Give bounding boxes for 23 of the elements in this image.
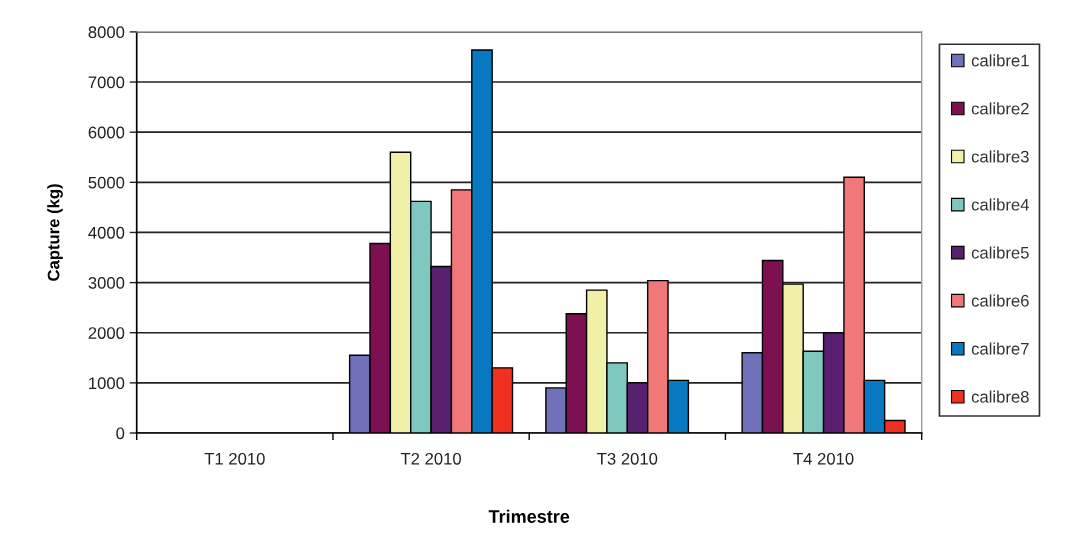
legend-label: calibre3: [971, 150, 1029, 163]
legend-label: calibre5: [971, 246, 1029, 259]
y-tick-label: 3000: [88, 277, 125, 289]
legend-label: calibre7: [971, 342, 1029, 355]
x-tick-label: T4 2010: [793, 452, 854, 465]
y-tick-label: 1000: [89, 377, 125, 390]
x-tick-label: T1 2010: [204, 452, 265, 465]
y-tick-label: 8000: [88, 26, 125, 39]
y-tick-label: 7000: [88, 76, 125, 89]
legend-label: calibre6: [971, 294, 1029, 307]
y-tick-label: 0: [116, 427, 125, 440]
x-tick-label: T2 2010: [400, 452, 461, 465]
y-tick-label: 2000: [88, 327, 125, 339]
legend-label: calibre4: [971, 198, 1029, 211]
x-tick-label: T3 2010: [597, 452, 658, 465]
legend-label: calibre2: [971, 102, 1029, 115]
y-axis-title: Capture (kg): [47, 184, 63, 281]
y-tick-label: 6000: [88, 126, 125, 139]
x-axis-title: Trimestre: [488, 509, 570, 523]
legend-label: calibre1: [971, 54, 1029, 67]
y-tick-label: 4000: [88, 226, 125, 239]
y-tick-label: 5000: [88, 176, 125, 189]
legend-label: calibre8: [971, 390, 1029, 403]
